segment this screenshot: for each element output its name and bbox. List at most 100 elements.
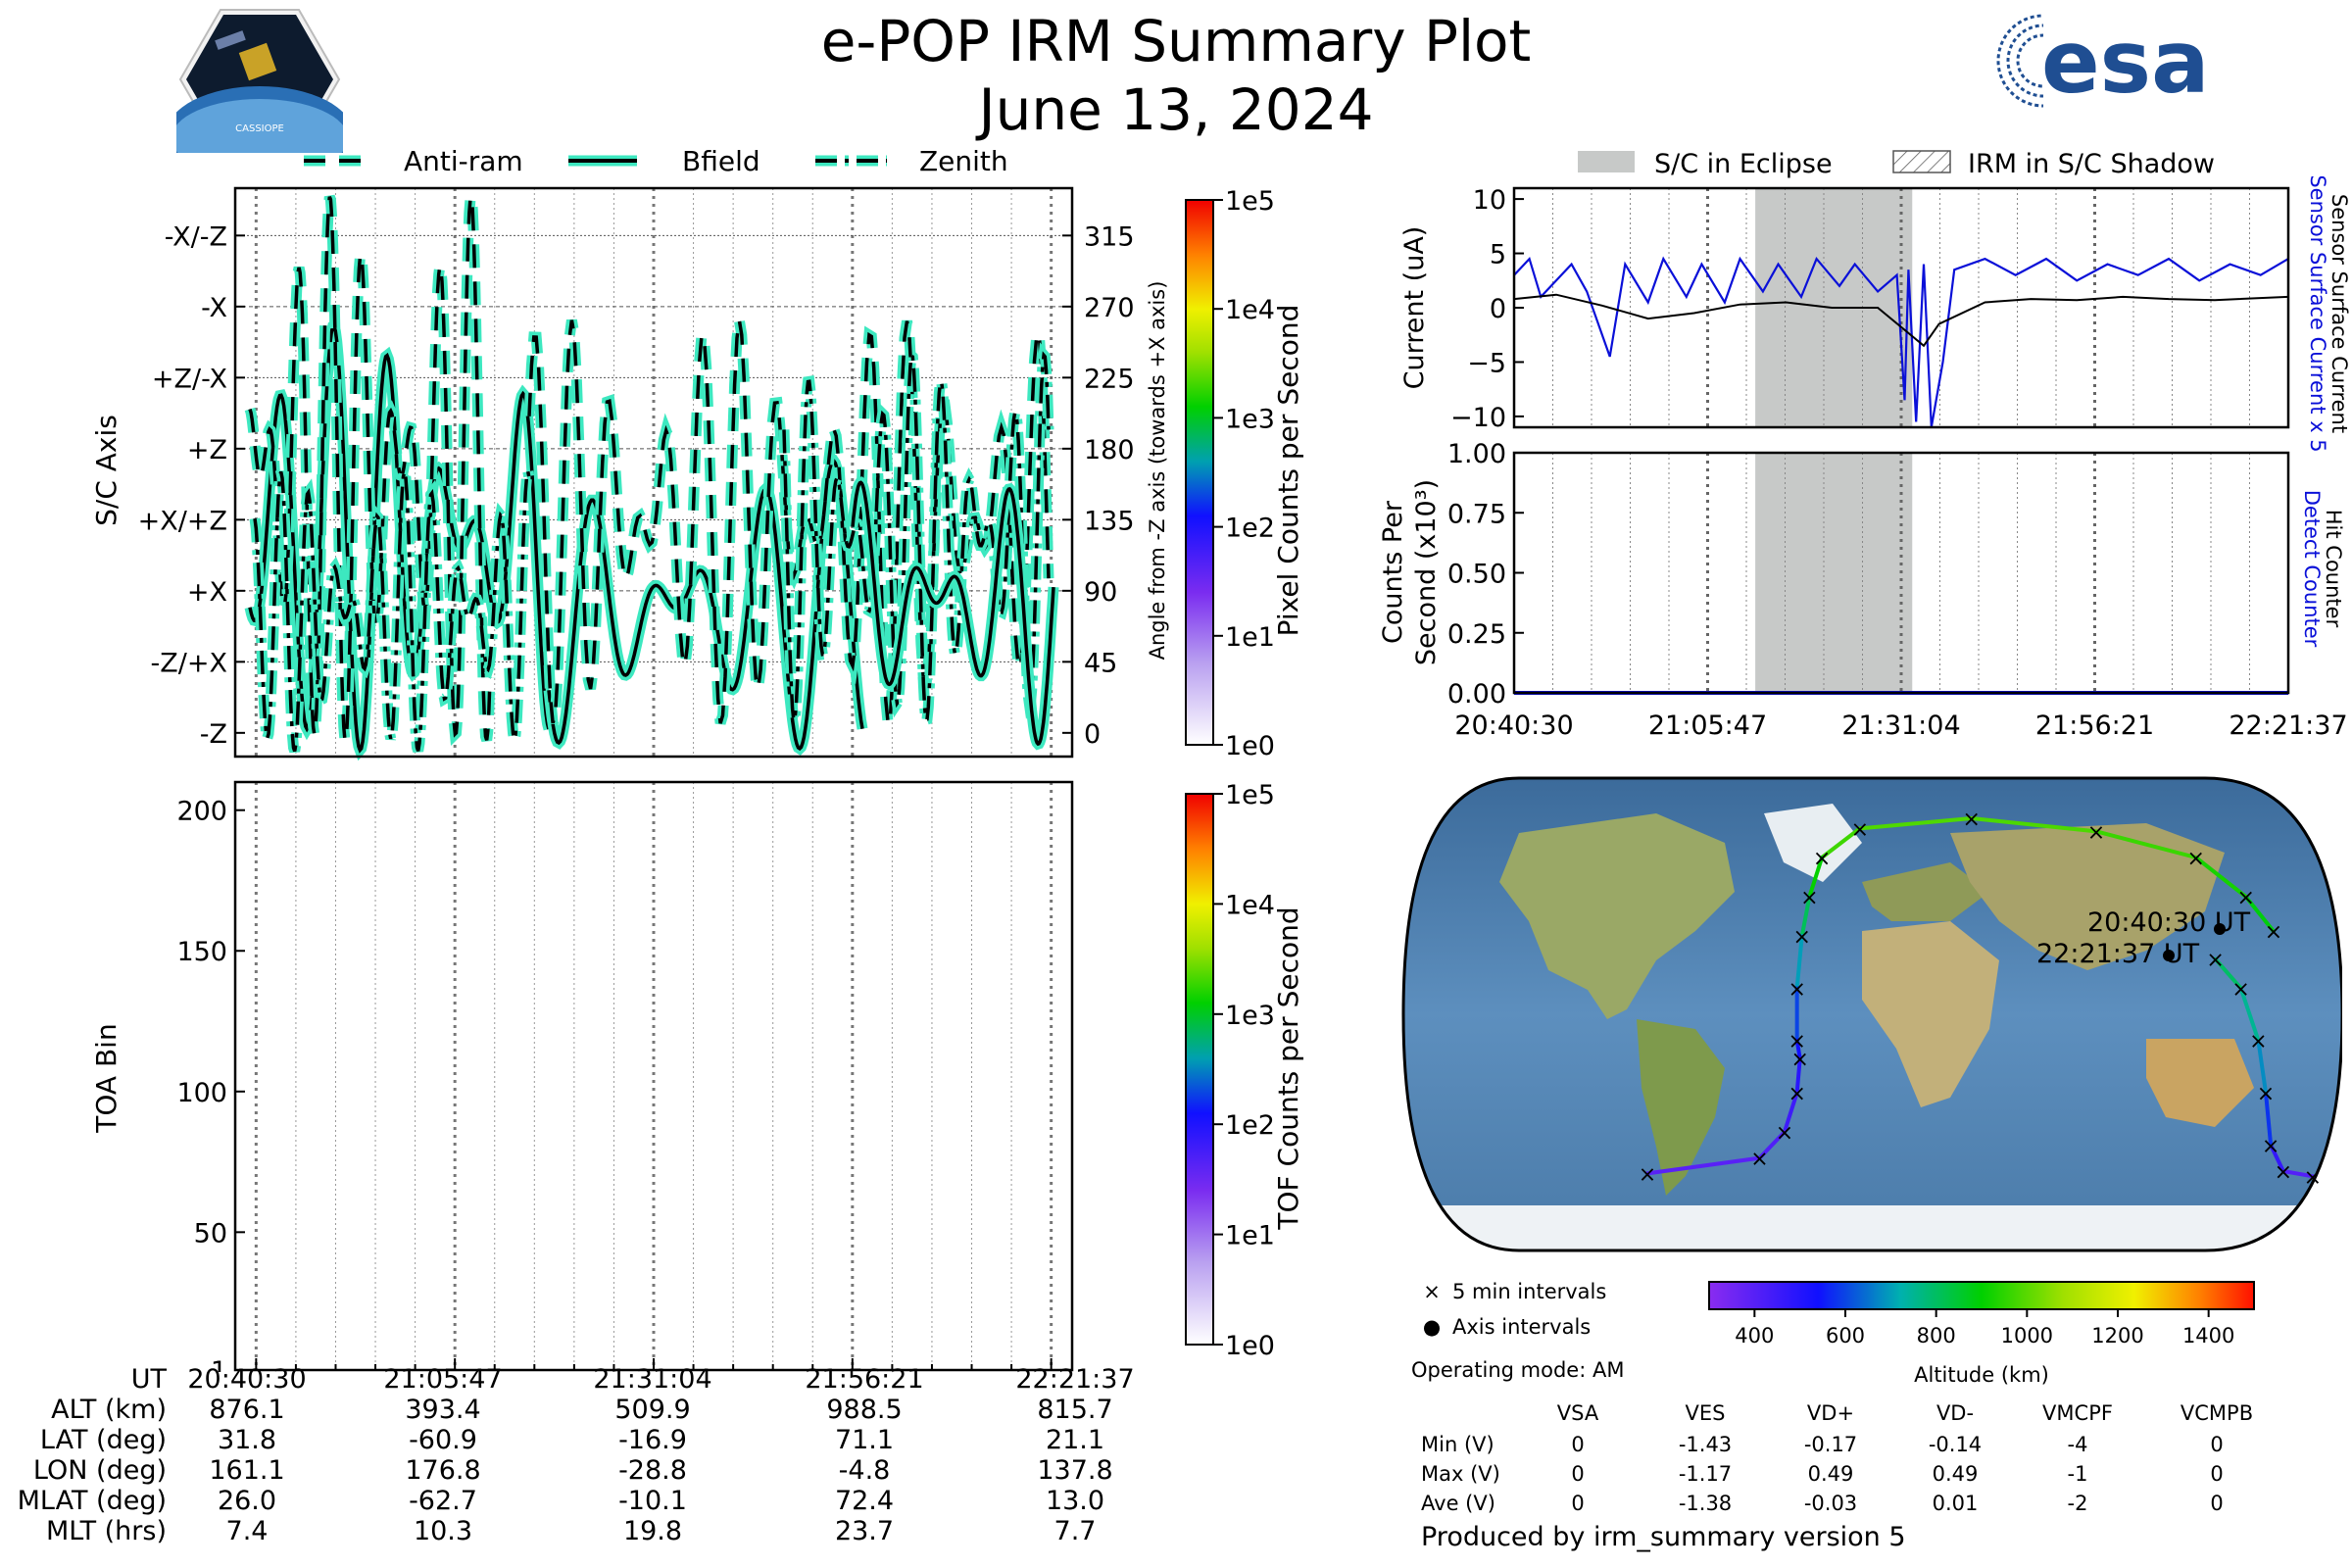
current-right-label-black: Sensor Surface Current xyxy=(2328,194,2351,433)
counts-xtick-label: 21:31:04 xyxy=(1841,710,1960,741)
ephemeris-cell: -10.1 xyxy=(618,1486,687,1516)
voltage-cell: -0.14 xyxy=(1928,1433,1983,1456)
counts-ytick-label: 1.00 xyxy=(1447,439,1506,469)
ground-track-segment xyxy=(1820,826,1862,859)
ground-track-segment xyxy=(1645,1155,1762,1176)
altitude-tick-label: 1000 xyxy=(2001,1324,2053,1348)
counts-y-label-2: Second (x10³) xyxy=(1411,479,1442,665)
toa-ytick-label: 50 xyxy=(194,1218,227,1249)
eclipse-band xyxy=(1755,453,1913,693)
ephemeris-row-label: LAT (deg) xyxy=(39,1425,167,1455)
voltage-cell: -1.17 xyxy=(1678,1462,1733,1486)
voltage-cell: 0 xyxy=(1571,1462,1585,1486)
ephemeris-cell: 176.8 xyxy=(405,1455,481,1486)
voltage-cell: 0 xyxy=(2210,1433,2224,1456)
counts-ytick-label: 0.50 xyxy=(1447,560,1506,590)
voltage-header: VCMPB xyxy=(2180,1401,2254,1425)
esa-logo: esa xyxy=(1996,10,2209,108)
pixel-colorbar-tick-label: 1e2 xyxy=(1225,514,1275,544)
ephemeris-cell: -16.9 xyxy=(618,1425,687,1455)
toa-ytick-label: 200 xyxy=(176,797,227,827)
orient-ytick-label: +X/+Z xyxy=(138,506,227,536)
legend-shadow: IRM in S/C Shadow xyxy=(1968,149,2215,179)
orient-y2tick-label: 180 xyxy=(1084,435,1135,466)
ephemeris-cell: 21.1 xyxy=(1045,1425,1105,1455)
tof-colorbar-tick-label: 1e0 xyxy=(1225,1331,1275,1361)
map-label-start: 20:40:30 UT xyxy=(2087,907,2251,938)
five-min-marker: × xyxy=(2262,1134,2279,1158)
altitude-tick-label: 800 xyxy=(1917,1324,1956,1348)
voltage-cell: 0.01 xyxy=(1932,1492,1979,1515)
page-date: June 13, 2024 xyxy=(978,76,1374,143)
ephemeris-cell: 21:31:04 xyxy=(593,1364,712,1395)
ephemeris-cell: 31.8 xyxy=(217,1425,277,1455)
five-min-marker: × xyxy=(1793,925,1811,950)
map-label-end: 22:21:37 UT xyxy=(2036,939,2200,969)
legend-eclipse: S/C in Eclipse xyxy=(1654,149,1833,179)
five-min-marker: × xyxy=(2265,920,2282,945)
ephemeris-cell: 13.0 xyxy=(1045,1486,1105,1516)
orient-ytick-label: -X xyxy=(201,293,227,323)
orient-ytick-label: -X/-Z xyxy=(165,221,227,252)
ephemeris-cell: 509.9 xyxy=(614,1395,691,1425)
orient-y2tick-label: 135 xyxy=(1084,506,1135,536)
five-min-marker: × xyxy=(1788,977,1805,1002)
ephemeris-cell: 393.4 xyxy=(405,1395,481,1425)
five-min-marker: × xyxy=(1776,1121,1793,1146)
current-ytick-label: 0 xyxy=(1490,294,1506,324)
ground-track-segment xyxy=(2256,1038,2269,1095)
orient-y-label: S/C Axis xyxy=(90,415,122,526)
ephemeris-cell: 876.1 xyxy=(209,1395,285,1425)
ground-track-segment xyxy=(2264,1091,2274,1148)
ephemeris-cell: 21:56:21 xyxy=(805,1364,924,1395)
five-min-marker: × xyxy=(1791,1048,1809,1072)
voltage-cell: -0.17 xyxy=(1803,1433,1858,1456)
track-end-marker xyxy=(2163,950,2175,961)
zenith-trace xyxy=(782,351,1051,723)
cross-marker-icon: × xyxy=(1423,1280,1441,1303)
five-min-marker: × xyxy=(2236,886,2254,910)
tof-colorbar-label: TOF Counts per Second xyxy=(1272,906,1304,1230)
legend-5min: 5 min intervals xyxy=(1452,1280,1607,1303)
pixel-colorbar xyxy=(1185,199,1214,746)
five-min-marker: × xyxy=(1851,817,1869,842)
five-min-marker: × xyxy=(1750,1148,1768,1172)
ephemeris-row-label: LON (deg) xyxy=(32,1455,167,1486)
ephemeris-cell: -4.8 xyxy=(838,1455,891,1486)
altitude-label: Altitude (km) xyxy=(1914,1363,2049,1387)
orientation-legend: Anti-ram Bfield Zenith xyxy=(304,145,1008,177)
voltage-header: VES xyxy=(1685,1401,1726,1425)
track-start-marker xyxy=(2214,923,2226,935)
orient-y2-label: Angle from -Z axis (towards +X axis) xyxy=(1146,281,1169,661)
ephemeris-cell: 137.8 xyxy=(1037,1455,1113,1486)
pixel-colorbar-tick-label: 1e5 xyxy=(1225,186,1275,217)
ephemeris-cell: 7.7 xyxy=(1054,1516,1097,1546)
five-min-marker: × xyxy=(1788,1082,1805,1106)
legend-zenith: Zenith xyxy=(919,145,1008,177)
five-min-marker: × xyxy=(1788,1030,1805,1054)
orient-ytick-label: +X xyxy=(187,577,227,608)
ephemeris-cell: 7.4 xyxy=(225,1516,269,1546)
ephemeris-cell: 22:21:37 xyxy=(1015,1364,1135,1395)
tof-colorbar-tick-label: 1e4 xyxy=(1225,890,1275,920)
current-ytick-label: −10 xyxy=(1450,403,1506,433)
cassiope-logo: CASSIOPE xyxy=(176,9,343,153)
counts-ytick-label: 0.75 xyxy=(1447,499,1506,529)
ground-track-segment xyxy=(1969,816,2098,834)
current-ytick-label: −5 xyxy=(1467,348,1506,378)
voltage-cell: 0 xyxy=(2210,1462,2224,1486)
ephemeris-cell: -60.9 xyxy=(409,1425,477,1455)
pixel-colorbar-tick-label: 1e1 xyxy=(1225,622,1275,653)
counts-right-label-blue: Detect Counter xyxy=(2300,490,2324,648)
counts-xtick-label: 21:56:21 xyxy=(2035,710,2154,741)
tof-colorbar-tick-label: 1e1 xyxy=(1225,1221,1275,1251)
five-min-marker: × xyxy=(2087,820,2105,845)
operating-mode: Operating mode: AM xyxy=(1411,1358,1625,1382)
voltage-row-label: Min (V) xyxy=(1421,1433,1494,1456)
orient-ytick-label: -Z/+X xyxy=(151,648,227,678)
legend-axis: Axis intervals xyxy=(1452,1315,1592,1339)
five-min-marker: × xyxy=(2275,1160,2292,1185)
ground-track-segment xyxy=(1794,1056,1802,1095)
altitude-tick-label: 600 xyxy=(1826,1324,1865,1348)
voltage-header: VD- xyxy=(1936,1401,1975,1425)
